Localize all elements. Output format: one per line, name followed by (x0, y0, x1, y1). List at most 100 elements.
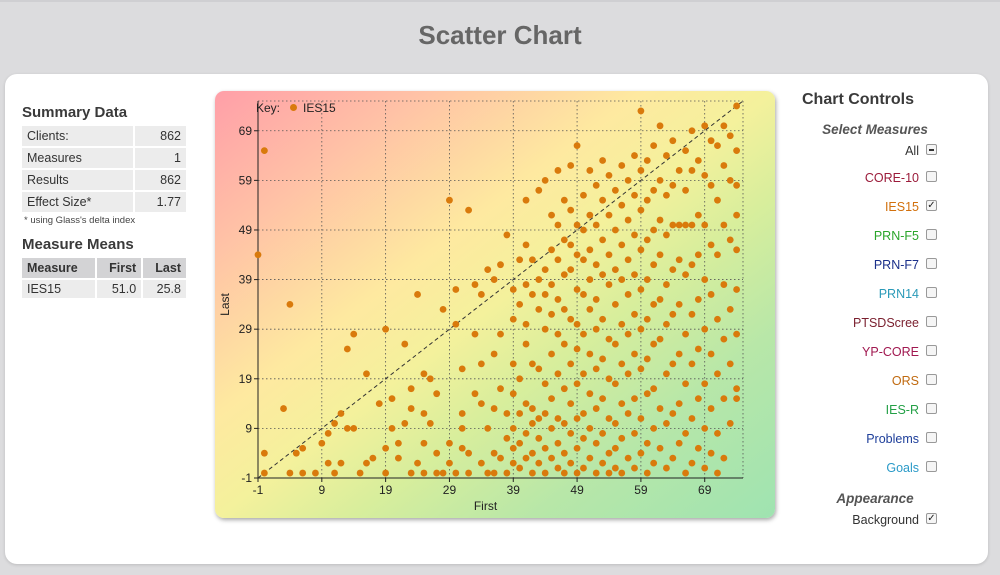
data-point (337, 459, 345, 467)
measure-row-core-10[interactable]: CORE-10 (790, 164, 940, 193)
measure-row-prn-f5[interactable]: PRN-F5 (790, 222, 940, 251)
data-point (580, 464, 587, 472)
data-point (541, 325, 549, 333)
data-point (394, 454, 402, 462)
data-point (560, 271, 568, 279)
data-point (675, 350, 683, 358)
data-point (426, 420, 434, 427)
measure-row-prn-f7[interactable]: PRN-F7 (790, 251, 940, 280)
measure-row-ors[interactable]: ORS (790, 367, 940, 396)
measure-row-all[interactable]: All (790, 137, 940, 164)
data-point (682, 221, 689, 229)
data-point (414, 291, 421, 298)
data-point (605, 335, 613, 343)
summary-label: Clients: (22, 126, 133, 146)
data-point (592, 181, 600, 189)
measure-checkbox[interactable] (926, 345, 937, 356)
data-point (560, 385, 568, 393)
data-point (554, 256, 562, 264)
background-toggle-row[interactable]: Background ✓ (790, 506, 940, 535)
data-point (560, 469, 568, 477)
measure-checkbox[interactable] (926, 144, 937, 155)
data-point (688, 459, 696, 467)
data-point (656, 296, 664, 303)
data-point (714, 429, 721, 437)
data-point (675, 439, 683, 447)
data-point (599, 196, 607, 204)
data-point (401, 420, 409, 427)
measure-row-ies15[interactable]: IES15 ✓ (790, 193, 940, 222)
data-point (643, 390, 651, 398)
measure-checkbox[interactable] (926, 287, 937, 298)
data-point (382, 469, 390, 477)
measure-row-problems[interactable]: Problems (790, 425, 940, 454)
data-point (688, 127, 696, 135)
data-point (694, 395, 702, 403)
data-point (439, 469, 447, 477)
data-point (580, 291, 587, 298)
data-point (535, 459, 543, 467)
measure-checkbox[interactable] (926, 258, 937, 269)
data-point (669, 137, 677, 145)
data-point (477, 291, 485, 298)
measure-row-goals[interactable]: Goals (790, 454, 940, 483)
measure-checkbox[interactable] (926, 229, 937, 240)
y-tick-label: 59 (239, 173, 253, 187)
measure-checkbox[interactable] (926, 316, 937, 327)
data-point (477, 459, 485, 467)
data-point (726, 236, 734, 244)
measure-checkbox[interactable] (926, 403, 937, 414)
measure-row-yp-core[interactable]: YP-CORE (790, 338, 940, 367)
measure-label: PRN-F7 (873, 258, 919, 272)
data-point (624, 454, 632, 462)
measure-checkbox[interactable] (926, 461, 937, 472)
data-point (420, 410, 428, 417)
data-point (663, 152, 670, 159)
measure-checkbox[interactable] (926, 432, 937, 443)
measure-checkbox[interactable] (926, 171, 937, 182)
appearance-heading: Appearance (836, 491, 914, 506)
column-header-last[interactable]: Last (143, 258, 186, 278)
data-point (484, 424, 492, 432)
data-point (701, 172, 709, 179)
data-point (554, 167, 562, 174)
data-point (694, 296, 702, 303)
background-checkbox[interactable]: ✓ (926, 513, 937, 524)
y-tick-label: 49 (239, 223, 253, 237)
data-point (733, 147, 741, 155)
data-point (522, 320, 530, 328)
data-point (726, 132, 734, 140)
data-point (663, 231, 670, 239)
data-point (529, 360, 536, 368)
column-header-first[interactable]: First (96, 258, 142, 278)
data-point (580, 256, 587, 264)
measure-checkbox[interactable] (926, 374, 937, 385)
measure-label: PRN14 (878, 287, 919, 301)
data-point (535, 276, 543, 283)
data-point (707, 181, 715, 189)
data-point (586, 390, 594, 398)
data-point (611, 444, 619, 452)
data-point (592, 221, 600, 229)
measure-row-ptsdscree[interactable]: PTSDScree (790, 309, 940, 338)
column-header-measure[interactable]: Measure (22, 258, 95, 278)
data-point (592, 325, 600, 333)
measure-row-ies-r[interactable]: IES-R (790, 396, 940, 425)
background-label: Background (852, 513, 919, 527)
data-point (516, 300, 524, 308)
data-point (592, 261, 600, 269)
data-point (586, 305, 594, 313)
data-point (509, 390, 517, 398)
data-point (707, 405, 715, 412)
measure-checkbox[interactable]: ✓ (926, 200, 937, 211)
data-point (541, 291, 549, 298)
data-point (567, 459, 575, 467)
measure-row-prn14[interactable]: PRN14 (790, 280, 940, 309)
data-point (605, 281, 613, 288)
data-point (260, 449, 268, 457)
data-point (669, 410, 677, 417)
x-tick-label: 9 (318, 483, 325, 497)
scatter-chart[interactable]: -1 9 19 29 39 49 59 69 -1 9 19 29 39 49 59 69 First Last … (215, 91, 775, 518)
data-point (299, 444, 307, 452)
data-point (694, 345, 702, 353)
